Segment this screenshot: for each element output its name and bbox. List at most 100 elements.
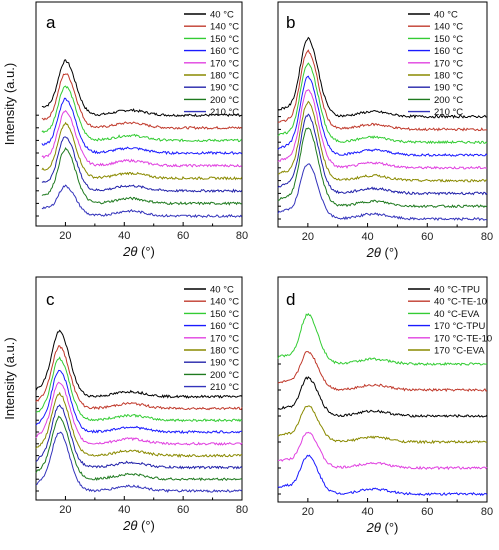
x-tick-label: 80 — [236, 230, 248, 242]
x-axis-label: 2θ (°) — [366, 520, 399, 535]
x-tick-label: 40 — [118, 504, 130, 516]
series-line — [41, 97, 243, 156]
series-line — [35, 381, 243, 446]
x-tick-label: 60 — [177, 230, 189, 242]
series-line — [277, 89, 488, 170]
x-tick-label: 60 — [421, 506, 433, 518]
x-tick-label: 20 — [302, 506, 314, 518]
series-line — [41, 109, 242, 168]
y-axis-label: Intensity (a.u.) — [2, 63, 17, 145]
x-tick-label: 60 — [177, 504, 189, 516]
legend-entry: 40 °C-TPU — [434, 285, 480, 296]
x-tick-label: 80 — [481, 231, 493, 243]
series-line — [277, 113, 488, 196]
legend-entry: 200 °C — [210, 95, 239, 106]
series-line — [277, 49, 488, 132]
legend-entry: 150 °C — [210, 34, 239, 45]
series-line — [277, 75, 488, 157]
x-tick-label: 80 — [236, 504, 248, 516]
x-tick-label: 20 — [59, 504, 71, 516]
plot-frame — [277, 1, 488, 228]
series-line — [278, 431, 488, 471]
series-line — [277, 36, 487, 119]
series-line — [41, 121, 243, 181]
x-tick-label: 40 — [118, 230, 130, 242]
series-line — [41, 147, 242, 206]
series-line — [277, 376, 488, 418]
panel-letter: c — [46, 290, 55, 309]
legend-entry: 170 °C — [210, 58, 239, 69]
plot-frame — [35, 276, 243, 501]
legend-entry: 180 °C — [434, 71, 463, 82]
legend-entry: 140 °C — [210, 297, 239, 308]
series-line — [277, 454, 488, 497]
x-tick-label: 20 — [59, 230, 71, 242]
series-line — [35, 369, 243, 434]
legend-entry: 170 °C-EVA — [434, 346, 485, 357]
plot-frame — [35, 1, 243, 227]
legend-entry: 200 °C — [434, 95, 463, 106]
legend-entry: 210 °C — [210, 382, 239, 393]
legend-entry: 150 °C — [434, 34, 463, 45]
series-line — [35, 391, 243, 459]
legend-entry: 190 °C — [210, 83, 239, 94]
legend-entry: 160 °C — [210, 321, 239, 332]
series-line — [277, 100, 488, 183]
x-axis-label: 2θ (°) — [122, 244, 155, 259]
series-line — [35, 345, 243, 411]
legend-entry: 190 °C — [434, 83, 463, 94]
series-line — [277, 127, 488, 209]
series-line — [277, 62, 488, 145]
series-line — [277, 351, 488, 393]
x-axis-label: 2θ (°) — [122, 518, 155, 533]
series-line — [35, 356, 243, 423]
legend-entry: 200 °C — [210, 370, 239, 381]
legend-entry: 40 °C-EVA — [434, 309, 480, 320]
legend-entry: 180 °C — [210, 346, 239, 357]
panel-letter: b — [286, 13, 295, 32]
series-line — [277, 312, 488, 367]
legend-entry: 190 °C — [210, 358, 239, 369]
series-line — [41, 59, 242, 118]
series-line — [41, 85, 243, 143]
legend-entry: 170 °C — [434, 58, 463, 69]
series-line — [41, 184, 243, 218]
series-line — [35, 431, 243, 493]
panel-letter: a — [46, 13, 56, 32]
series-line — [35, 329, 243, 399]
legend-entry: 40 °C-TE-10 — [434, 297, 487, 308]
panel-letter: d — [286, 290, 295, 309]
y-axis-label: Intensity (a.u.) — [2, 337, 17, 419]
legend-entry: 170 °C-TE-10 — [434, 333, 492, 344]
panel-c: 20 40 60 80 2θ (°) Intensity (a.u.) c 40 °C140 … — [2, 276, 248, 533]
legend-entry: 160 °C — [434, 46, 463, 57]
legend-entry: 170 °C-TPU — [434, 321, 485, 332]
x-tick-label: 60 — [421, 231, 433, 243]
legend-entry: 150 °C — [210, 309, 239, 320]
series-line — [41, 73, 242, 130]
x-tick-label: 40 — [361, 506, 373, 518]
panel-a: 20 40 60 80 2θ (°) Intensity (a.u.) a 40 °C140 … — [2, 1, 248, 259]
legend-entry: 210 °C — [210, 107, 239, 118]
legend-entry: 40 °C — [434, 10, 458, 21]
legend-entry: 210 °C — [434, 107, 463, 118]
series-line — [41, 136, 243, 194]
series-line — [35, 404, 243, 470]
x-tick-label: 40 — [361, 231, 373, 243]
legend-entry: 140 °C — [434, 22, 463, 33]
legend-entry: 40 °C — [210, 10, 234, 21]
legend-entry: 40 °C — [210, 285, 234, 296]
x-tick-label: 80 — [481, 506, 493, 518]
series-line — [277, 163, 488, 222]
series-line — [35, 415, 243, 482]
series-line — [277, 405, 488, 445]
x-axis-label: 2θ (°) — [366, 245, 399, 260]
legend-entry: 140 °C — [210, 22, 239, 33]
legend-entry: 170 °C — [210, 333, 239, 344]
legend-entry: 180 °C — [210, 71, 239, 82]
x-tick-label: 20 — [302, 231, 314, 243]
legend-entry: 160 °C — [210, 46, 239, 57]
